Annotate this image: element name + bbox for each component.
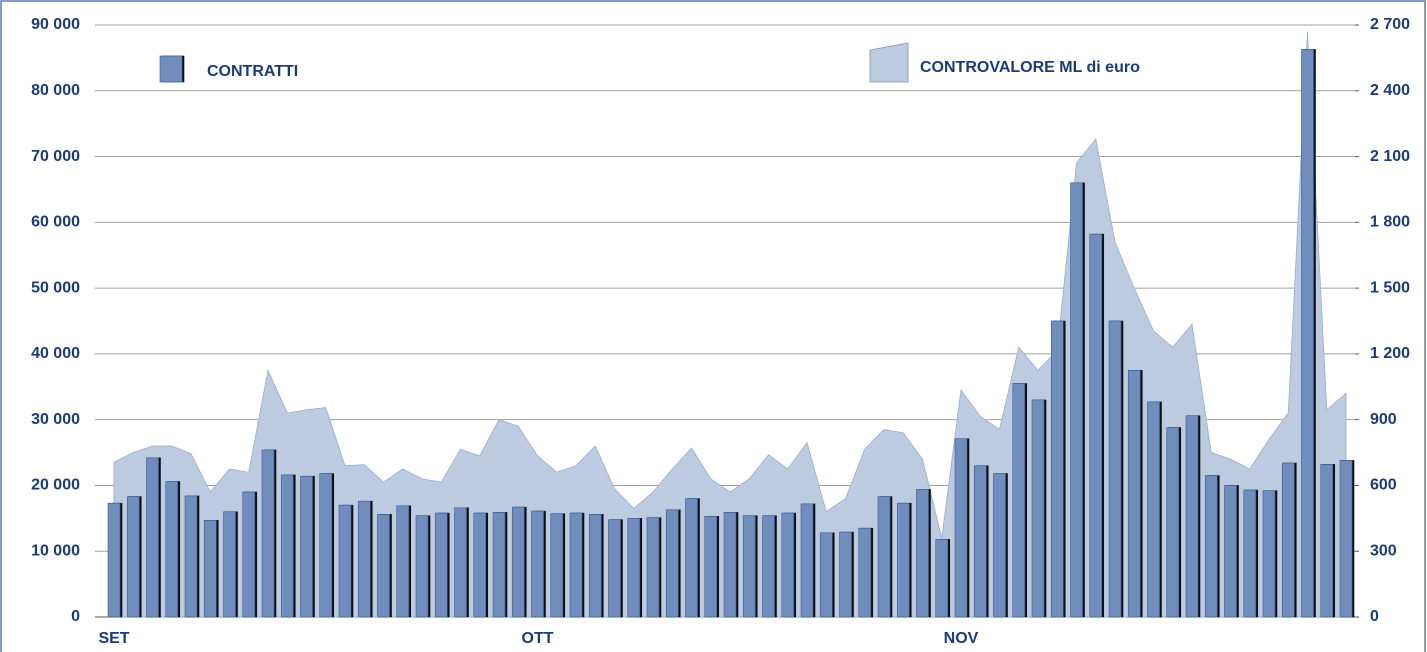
bar — [665, 509, 679, 618]
bar — [454, 507, 467, 618]
bar — [492, 512, 506, 618]
y-tick-label: 40 000 — [31, 345, 80, 362]
bar — [357, 500, 371, 618]
bar — [1166, 427, 1180, 618]
bar — [916, 489, 929, 618]
y2-tick-label: 300 — [1370, 542, 1397, 559]
bar — [1262, 490, 1276, 618]
bar — [819, 532, 833, 618]
bar — [531, 510, 544, 618]
legend-swatch — [869, 42, 909, 83]
bar — [1031, 399, 1045, 618]
bar — [704, 516, 718, 618]
bar — [280, 474, 294, 618]
y-tick-label: 50 000 — [31, 279, 80, 296]
bar — [588, 514, 602, 618]
bar — [1012, 383, 1026, 618]
bar — [319, 473, 333, 618]
bar — [723, 512, 737, 618]
bar — [1147, 401, 1160, 618]
legend-swatch — [159, 55, 183, 83]
bar — [415, 515, 429, 618]
x-tick-label: NOV — [944, 630, 979, 647]
y2-tick-label: 2 100 — [1370, 148, 1410, 165]
bar — [1204, 475, 1218, 618]
y-tick-label: 0 — [71, 608, 80, 625]
bar — [877, 496, 891, 618]
y-tick-label: 90 000 — [31, 16, 80, 33]
y2-tick-label: 1 500 — [1370, 279, 1410, 296]
bar — [165, 481, 179, 618]
bar — [973, 465, 987, 618]
bar — [550, 513, 564, 618]
y-tick-label: 60 000 — [31, 214, 80, 231]
bar — [1070, 182, 1083, 618]
y-tick-label: 80 000 — [31, 82, 80, 99]
y-tick-label: 20 000 — [31, 477, 80, 494]
y2-tick-label: 1 800 — [1370, 214, 1410, 231]
x-tick-label: SET — [98, 630, 129, 647]
bar — [1339, 460, 1353, 618]
bar — [1224, 485, 1237, 618]
bar — [300, 475, 313, 618]
bar — [1301, 49, 1314, 618]
bar — [742, 515, 756, 618]
bar — [1050, 320, 1064, 618]
bar — [896, 502, 910, 618]
y2-tick-label: 2 400 — [1370, 82, 1410, 99]
bar — [1243, 489, 1257, 618]
bar — [338, 504, 352, 618]
bar — [1185, 415, 1199, 618]
bar — [627, 518, 641, 618]
bar — [107, 502, 121, 618]
bar — [993, 473, 1006, 618]
bar — [377, 514, 390, 618]
bar — [800, 503, 814, 618]
legend-label: CONTROVALORE ML di euro — [920, 59, 1140, 76]
bar — [1108, 320, 1122, 618]
bar — [935, 539, 949, 618]
y-tick-label: 10 000 — [31, 542, 80, 559]
legend-label: CONTRATTI — [207, 63, 298, 80]
bar — [203, 520, 217, 618]
bar — [184, 495, 198, 618]
bar — [1127, 370, 1141, 618]
bar — [1281, 462, 1295, 618]
bar — [223, 511, 236, 618]
y2-tick-label: 2 700 — [1370, 16, 1410, 33]
bar — [396, 505, 410, 618]
bar — [646, 517, 660, 618]
y-tick-label: 70 000 — [31, 148, 80, 165]
bar — [242, 491, 256, 618]
bar — [473, 512, 487, 618]
y-tick-label: 30 000 — [31, 411, 80, 428]
y2-tick-label: 1 200 — [1370, 345, 1410, 362]
bar — [839, 531, 852, 618]
bar — [511, 506, 525, 618]
x-tick-label: OTT — [522, 630, 554, 647]
bar — [569, 512, 583, 618]
bar — [1089, 233, 1103, 618]
bar — [126, 496, 140, 618]
bar — [685, 498, 698, 618]
bar — [146, 457, 159, 618]
y2-tick-label: 0 — [1370, 608, 1379, 625]
bar — [858, 527, 872, 618]
y2-tick-label: 600 — [1370, 477, 1397, 494]
bar — [954, 438, 968, 618]
bar — [434, 512, 448, 618]
bar — [1320, 464, 1334, 618]
bar — [261, 449, 275, 618]
bar — [608, 519, 621, 618]
bar — [781, 512, 795, 618]
bar — [762, 515, 775, 618]
y2-tick-label: 900 — [1370, 411, 1397, 428]
